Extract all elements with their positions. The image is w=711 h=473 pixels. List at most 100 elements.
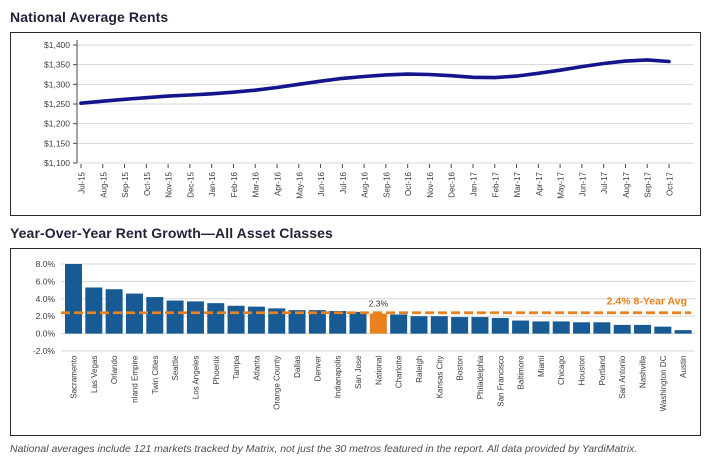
x-axis-label: Jul-15 [78, 171, 87, 193]
x-axis-label: Feb-17 [491, 171, 500, 197]
footnote: National averages include 121 markets tr… [10, 443, 638, 455]
x-axis-label: Mar-17 [513, 171, 522, 197]
x-axis-label: Jul-16 [339, 171, 348, 193]
rents-line-chart-canvas: $1,400 $1,350 $1,300 $1,250 $1,200 $1,150 $1,1… [44, 40, 693, 199]
x-axis-label: National [374, 355, 383, 385]
y-axis-label: $1,250 [44, 99, 70, 109]
bar [349, 311, 367, 334]
x-axis-label: San Antonio [618, 355, 627, 399]
yoy-rent-growth-chart: 8.0% 6.0% 4.0% 2.0% 0.0% -2.0% Sacramento Las V… [10, 248, 701, 436]
x-axis-label: Nov-15 [165, 171, 174, 197]
bar [593, 322, 611, 334]
y-axis-label: -2.0% [33, 346, 56, 356]
bar [613, 324, 631, 334]
x-axis-label: Philadelphia [476, 355, 485, 399]
y-axis-label: $1,350 [44, 60, 70, 70]
bar [85, 287, 103, 334]
x-axis-label: Oct-16 [404, 171, 413, 196]
y-axis-label: 6.0% [36, 276, 56, 286]
y-axis-label: $1,200 [44, 119, 70, 129]
bar [268, 308, 286, 334]
report-page: National Average Rents $1,400 $1,350 $1,30… [10, 9, 701, 455]
x-axis-label: nland Empire [130, 355, 139, 403]
y-axis-label: 0.0% [36, 329, 56, 339]
rent-trend-line [79, 58, 671, 105]
x-axis-label: Jul-17 [600, 171, 609, 193]
x-axis-label: Denver [313, 355, 322, 381]
x-axis-label: Houston [578, 356, 587, 386]
rent-growth-bar-chart-canvas: 8.0% 6.0% 4.0% 2.0% 0.0% -2.0% Sacramento Las V… [33, 259, 695, 411]
x-axis-label: Baltimore [517, 355, 526, 389]
x-axis-label: Boston [456, 356, 465, 381]
x-axis-label: Aug-17 [622, 171, 631, 197]
bar [532, 321, 550, 334]
x-axis-label: Orlando [110, 355, 119, 384]
x-axis-label: Aug-15 [99, 171, 108, 197]
bar [471, 317, 489, 334]
x-axis-label: Charlotte [395, 355, 404, 388]
x-axis-label: Tampa [232, 355, 241, 380]
bar-national [369, 313, 387, 334]
x-axis-label: Apr-16 [274, 171, 283, 196]
x-axis-label: Sep-16 [382, 171, 391, 197]
x-axis-label: Los Angeles [191, 356, 200, 400]
x-axis-label: Austin [679, 356, 688, 378]
bar [247, 306, 265, 334]
x-axis-label: Kansas City [435, 356, 444, 399]
x-axis-label: Oct-17 [666, 171, 675, 196]
x-axis-label: Jun-16 [317, 171, 326, 196]
national-value-label: 2.3% [369, 299, 389, 309]
x-axis-label: Dallas [293, 356, 302, 378]
bar [390, 314, 408, 334]
bar [308, 310, 326, 334]
bar [65, 264, 82, 334]
bar [654, 326, 672, 334]
bar [288, 310, 306, 334]
x-axis-label: May-16 [295, 171, 304, 198]
x-axis-label: Jun-17 [578, 171, 587, 196]
bar [227, 305, 245, 334]
x-axis-label: Jan-16 [208, 171, 217, 196]
x-axis-label: Las Vegas [90, 356, 99, 393]
bar [329, 310, 347, 334]
bar [451, 317, 469, 334]
x-axis-label: Twin Cities [151, 356, 160, 395]
bar [166, 300, 184, 334]
bar [491, 317, 509, 334]
national-average-rents-chart: $1,400 $1,350 $1,300 $1,250 $1,200 $1,150 $1,1… [10, 32, 701, 216]
x-axis-label: Sacramento [70, 355, 79, 399]
y-axis-label: $1,150 [44, 138, 70, 148]
bar [146, 297, 164, 334]
y-axis-label: 4.0% [36, 294, 56, 304]
x-axis-label: Indianapolis [334, 356, 343, 399]
x-axis-label: Nov-16 [426, 171, 435, 197]
bar [512, 320, 530, 334]
x-axis-label: Chicago [557, 355, 566, 385]
x-axis-label: Orange County [273, 356, 282, 410]
x-axis-label: Sep-15 [121, 171, 130, 197]
x-axis-label: Seattle [171, 355, 180, 380]
bar [430, 316, 448, 334]
rent-growth-chart-title: Year-Over-Year Rent Growth—All Asset Cla… [10, 225, 333, 241]
x-axis-label: Portland [598, 356, 607, 386]
y-axis-label: $1,300 [44, 79, 70, 89]
x-axis-label: Apr-17 [535, 171, 544, 196]
bar [573, 322, 591, 334]
x-axis-label: Aug-16 [361, 171, 370, 197]
rents-chart-title: National Average Rents [10, 9, 169, 25]
x-axis-label: Jan-17 [470, 171, 479, 196]
x-axis-label: Feb-16 [230, 171, 239, 197]
y-axis-label: 2.0% [36, 311, 56, 321]
x-axis-label: May-17 [557, 171, 566, 198]
x-axis-label: Sep-17 [644, 171, 653, 197]
bar [634, 324, 652, 334]
bar [207, 303, 225, 334]
avg-line-label: 2.4% 8-Year Avg [607, 296, 687, 308]
x-axis-label: Dec-16 [448, 171, 457, 197]
x-axis-label: Atlanta [252, 355, 261, 380]
bar [552, 321, 570, 334]
x-axis-label: Oct-15 [143, 171, 152, 196]
x-axis-label: Raleigh [415, 356, 424, 383]
x-axis-label: Mar-16 [252, 171, 261, 197]
x-axis-label: San Francisco [496, 355, 505, 407]
